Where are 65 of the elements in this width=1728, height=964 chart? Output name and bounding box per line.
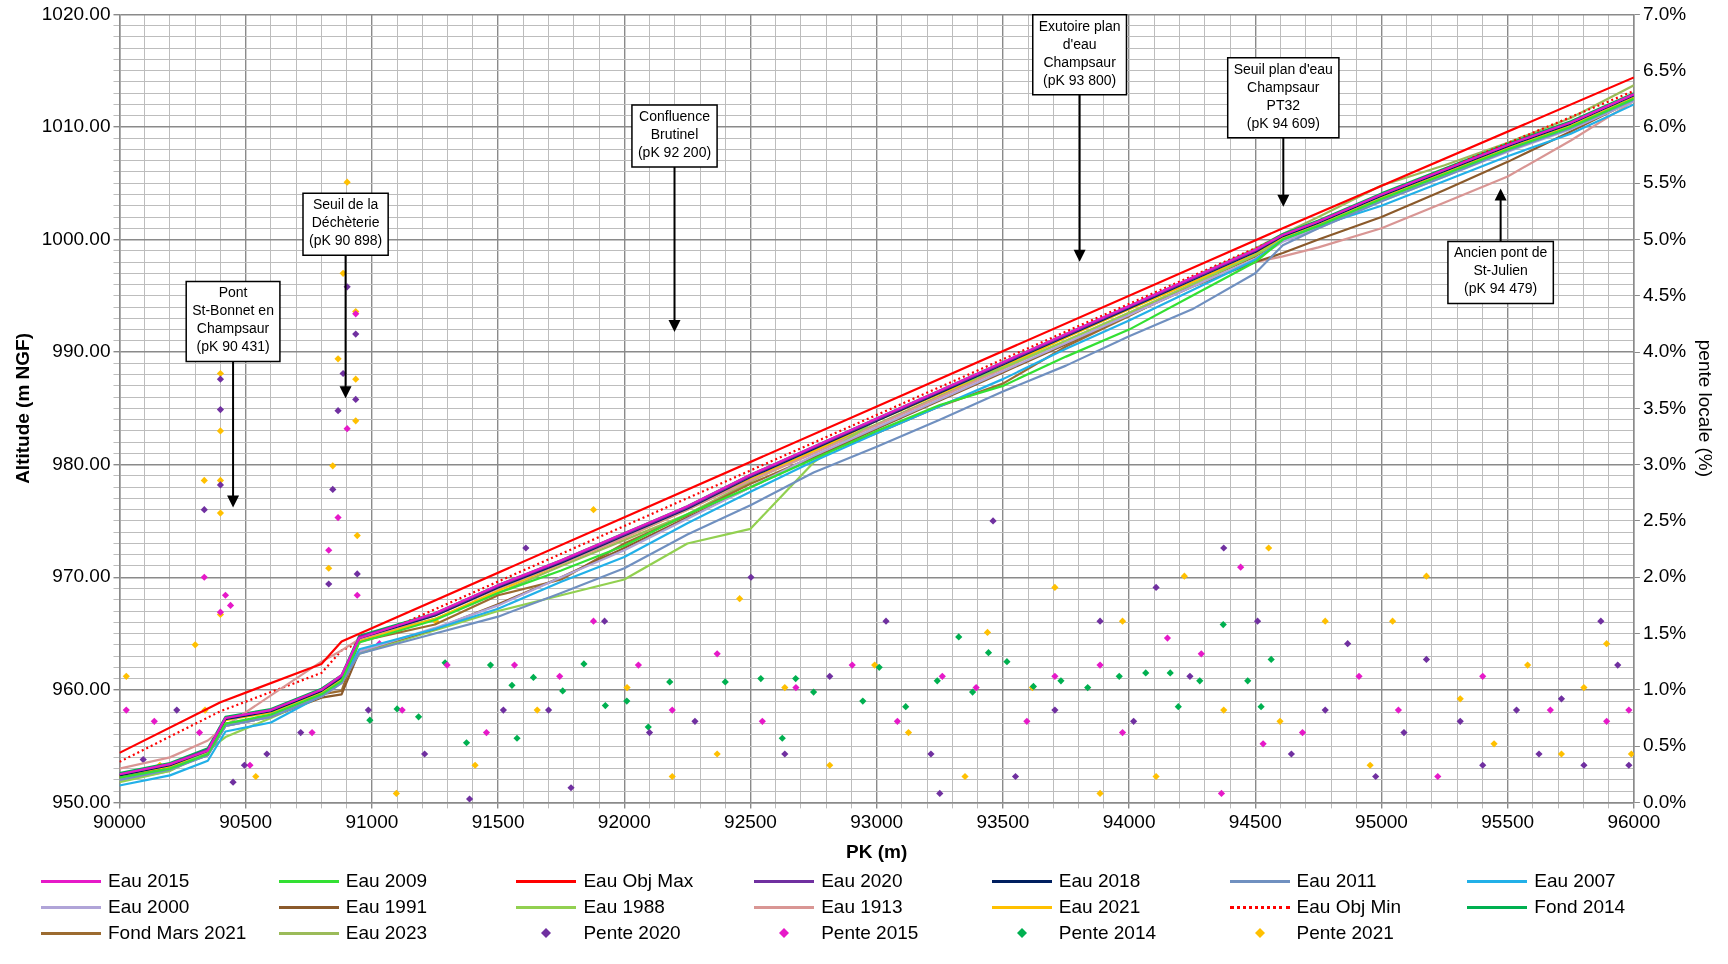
y-tick-label: 970.00 xyxy=(52,565,111,587)
legend-label: Eau 1988 xyxy=(583,896,665,918)
y-tick-label: 990.00 xyxy=(52,340,111,362)
y2-tick-label: 6.0% xyxy=(1642,115,1687,137)
legend-label: Eau 2009 xyxy=(345,870,428,892)
legend-label: Eau 1991 xyxy=(345,896,428,918)
y2-tick-label: 0.0% xyxy=(1642,790,1687,812)
annotation: Seuil de la Déchèterie (pK 90 898) xyxy=(309,196,383,249)
y2-tick-label: 3.0% xyxy=(1642,452,1687,474)
x-tick-label: 92500 xyxy=(724,811,777,833)
legend-label: Eau 1913 xyxy=(821,896,903,918)
y2-tick-label: 1.5% xyxy=(1642,621,1687,643)
x-axis-title: PK (m) xyxy=(846,840,908,862)
legend-label: Eau 2020 xyxy=(821,870,903,892)
x-tick-label: 95500 xyxy=(1481,811,1535,833)
legend-label: Fond Mars 2021 xyxy=(108,922,247,944)
y2-tick-label: 4.0% xyxy=(1642,340,1687,362)
legend-label: Pente 2015 xyxy=(821,922,919,944)
legend-label: Pente 2020 xyxy=(583,922,681,944)
y2-tick-label: 2.0% xyxy=(1642,565,1687,587)
y2-tick-label: 6.5% xyxy=(1642,58,1687,80)
y2-tick-label: 3.5% xyxy=(1642,396,1687,418)
y-tick-label: 1010.00 xyxy=(41,115,111,137)
x-tick-label: 93500 xyxy=(976,811,1030,833)
x-tick-label: 90000 xyxy=(93,811,146,833)
legend-label: Pente 2014 xyxy=(1058,922,1157,944)
legend-label: Eau Obj Max xyxy=(583,870,694,892)
x-tick-label: 95000 xyxy=(1355,811,1408,833)
annotation: Confluence Brutinel (pK 92 200) xyxy=(637,107,712,160)
x-tick-label: 93000 xyxy=(850,811,904,833)
y2-tick-label: 5.5% xyxy=(1642,171,1687,193)
y-tick-label: 960.00 xyxy=(52,678,111,700)
legend-label: Eau 2000 xyxy=(108,896,190,918)
annotation: Seuil plan d'eau Champsaur PT32 (pK 94 609) xyxy=(1233,60,1333,131)
legend-label: Eau 2015 xyxy=(108,870,190,892)
legend-label: Eau 2018 xyxy=(1058,870,1141,892)
y2-axis-title: pente locale (%) xyxy=(1695,339,1717,478)
legend-label: Eau Obj Min xyxy=(1296,896,1402,918)
y-tick-label: 980.00 xyxy=(52,452,111,474)
x-tick-label: 91000 xyxy=(345,811,399,833)
y2-tick-label: 1.0% xyxy=(1642,678,1687,700)
x-tick-label: 90500 xyxy=(219,811,273,833)
legend-label: Pente 2021 xyxy=(1296,922,1394,944)
annotation: Exutoire plan d'eau Champsaur (pK 93 800) xyxy=(1038,17,1121,88)
y2-tick-label: 0.5% xyxy=(1642,734,1687,756)
annotation: Pont St-Bonnet en Champsaur (pK 90 431) xyxy=(192,284,274,355)
legend-label: Fond 2014 xyxy=(1534,896,1626,918)
x-tick-label: 92000 xyxy=(597,811,651,833)
x-tick-label: 91500 xyxy=(471,811,525,833)
y2-tick-label: 7.0% xyxy=(1642,2,1687,24)
y2-tick-label: 4.5% xyxy=(1642,284,1687,306)
legend-label: Eau 2023 xyxy=(345,922,428,944)
y2-tick-label: 2.5% xyxy=(1642,509,1687,531)
x-tick-label: 94000 xyxy=(1102,811,1156,833)
y-tick-label: 950.00 xyxy=(52,790,111,812)
y-tick-label: 1000.00 xyxy=(41,227,111,249)
legend-label: Eau 2011 xyxy=(1296,870,1377,892)
y-axis-title: Altitude (m NGF) xyxy=(11,332,33,484)
y-tick-label: 1020.00 xyxy=(41,2,111,24)
legend-label: Eau 2007 xyxy=(1534,870,1616,892)
annotation: Ancien pont de St-Julien (pK 94 479) xyxy=(1453,244,1548,297)
x-tick-label: 94500 xyxy=(1228,811,1282,833)
legend-label: Eau 2021 xyxy=(1058,896,1141,918)
x-tick-label: 96000 xyxy=(1607,811,1661,833)
y2-tick-label: 5.0% xyxy=(1642,227,1687,249)
